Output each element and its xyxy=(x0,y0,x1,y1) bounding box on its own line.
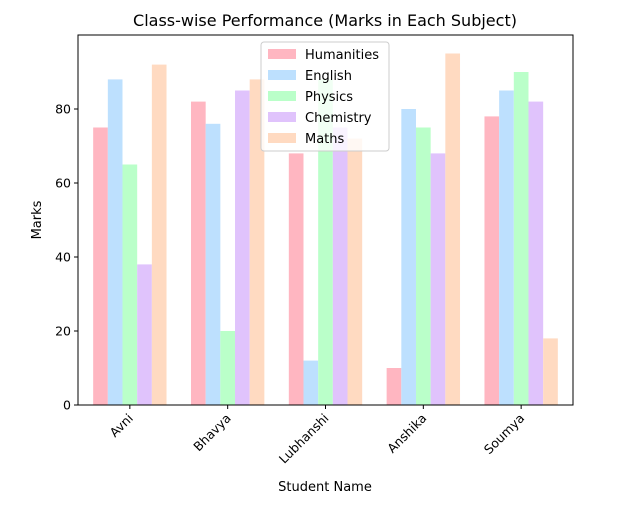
bar-chemistry-anshika xyxy=(430,153,446,405)
x-axis-label: Student Name xyxy=(278,480,372,495)
bar-humanities-soumya xyxy=(484,116,500,406)
legend-label-physics: Physics xyxy=(305,90,353,105)
chart-title: Class-wise Performance (Marks in Each Su… xyxy=(133,11,517,30)
bar-chemistry-lubhanshi xyxy=(332,127,348,405)
x-axis: Avni Bhavya Lubhanshi Anshika Soumya xyxy=(107,405,527,467)
bar-humanities-avni xyxy=(93,127,108,405)
legend-box xyxy=(260,41,390,152)
y-tick-label: 80 xyxy=(55,102,71,117)
legend-swatch-maths xyxy=(268,133,296,143)
bar-chemistry-avni xyxy=(137,264,152,405)
y-tick-label: 0 xyxy=(63,398,71,413)
y-axis-label: Marks xyxy=(30,200,45,239)
x-tick-label-bhavya: Bhavya xyxy=(190,411,234,455)
y-axis: 0 20 40 60 80 xyxy=(55,102,78,413)
x-tick-label-lubhanshi: Lubhanshi xyxy=(276,411,332,467)
legend-label-maths: Maths xyxy=(305,132,345,147)
bar-humanities-bhavya xyxy=(190,101,206,405)
bar-maths-anshika xyxy=(445,53,461,405)
legend-swatch-english xyxy=(268,70,296,80)
bars-group xyxy=(93,53,558,406)
bar-chemistry-bhavya xyxy=(235,90,250,405)
bar-english-anshika xyxy=(401,109,416,405)
bar-physics-anshika xyxy=(415,127,431,405)
bar-physics-soumya xyxy=(513,72,529,405)
bar-english-bhavya xyxy=(205,123,221,406)
x-tick-label-anshika: Anshika xyxy=(384,411,429,456)
bar-maths-lubhanshi xyxy=(347,138,363,405)
legend-label-english: English xyxy=(305,69,352,84)
legend-swatch-physics xyxy=(268,91,296,101)
bar-english-avni xyxy=(107,79,123,406)
bar-maths-soumya xyxy=(543,338,558,405)
legend: Humanities English Physics Chemistry Maths xyxy=(260,41,390,152)
bar-physics-bhavya xyxy=(220,331,236,405)
x-tick-label-avni: Avni xyxy=(107,411,136,440)
bar-physics-avni xyxy=(122,164,138,405)
x-tick-label-soumya: Soumya xyxy=(481,411,527,457)
legend-label-humanities: Humanities xyxy=(305,48,379,63)
bar-humanities-anshika xyxy=(386,368,402,405)
y-tick-label: 40 xyxy=(55,250,71,265)
y-tick-label: 20 xyxy=(55,324,71,339)
bar-chemistry-soumya xyxy=(528,101,544,405)
bar-english-lubhanshi xyxy=(303,360,319,405)
bar-maths-bhavya xyxy=(249,79,265,406)
bar-physics-lubhanshi xyxy=(318,79,333,406)
bar-maths-avni xyxy=(151,64,167,405)
legend-swatch-chemistry xyxy=(268,112,296,122)
bar-humanities-lubhanshi xyxy=(288,153,304,405)
y-tick-label: 60 xyxy=(55,176,71,191)
bar-english-soumya xyxy=(499,90,514,405)
legend-swatch-humanities xyxy=(268,49,296,59)
legend-label-chemistry: Chemistry xyxy=(305,111,372,126)
